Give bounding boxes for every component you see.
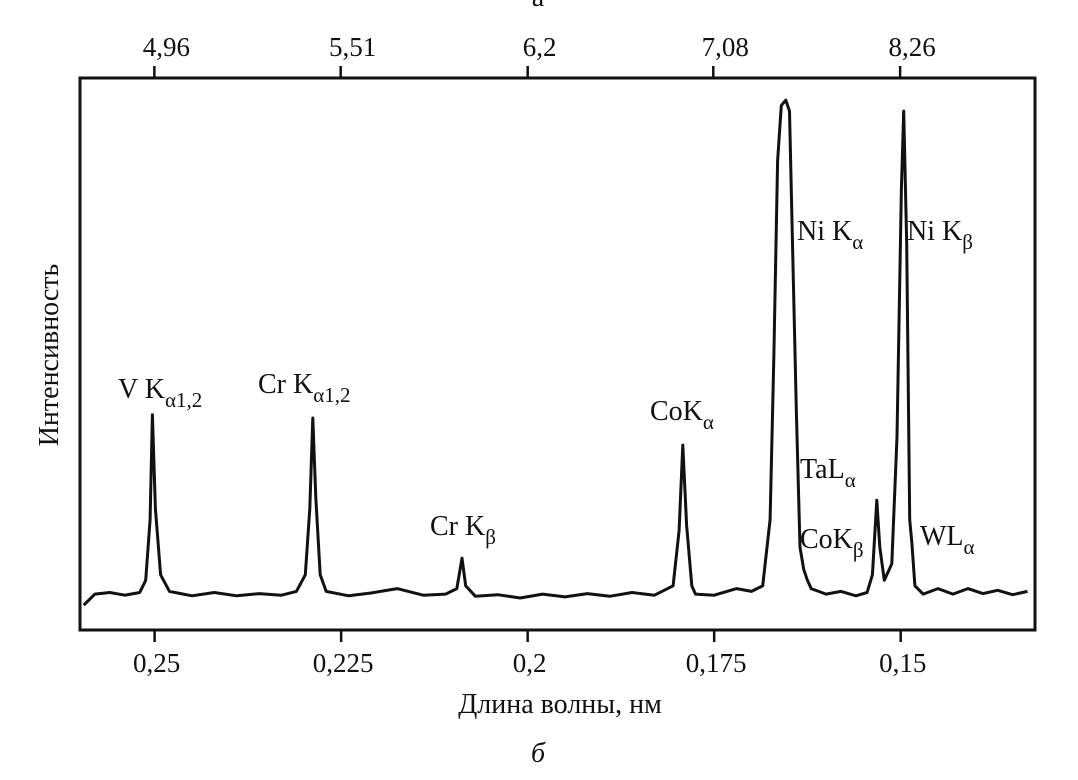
peak-label: CoKβ xyxy=(800,524,864,562)
peak-label-sub: α1,2 xyxy=(165,388,202,412)
peak-label-text: V K xyxy=(118,374,165,405)
peak-label-text: Cr K xyxy=(258,369,313,400)
caption: б xyxy=(531,738,546,769)
peak-label-sub: β xyxy=(853,538,864,562)
peak-label: Cr Kβ xyxy=(430,511,496,549)
peak-label-text: TaL xyxy=(800,454,845,485)
peak-label-sub: β xyxy=(485,525,496,549)
x2-tick-label: 4,96 xyxy=(143,32,190,62)
peak-label: TaLα xyxy=(800,454,856,492)
x2-tick-label: 5,51 xyxy=(329,32,376,62)
y-axis-label: Интенсивность xyxy=(34,264,65,447)
peak-label: WLα xyxy=(920,521,975,559)
peak-label-text: WL xyxy=(920,521,964,552)
x-tick-label: 0,225 xyxy=(313,648,374,678)
x-axis-label: Длина волны, нм xyxy=(458,689,662,720)
x2-tick-label: 7,08 xyxy=(702,32,749,62)
x-tick-label: 0,2 xyxy=(513,648,547,678)
plot-frame xyxy=(78,76,1037,632)
x-tick-label: 0,15 xyxy=(879,648,926,678)
peak-label: V Kα1,2 xyxy=(118,374,202,412)
spectrum-line xyxy=(82,98,1028,607)
peak-label-text: Ni K xyxy=(797,216,852,247)
x-tick-label: 0,25 xyxy=(133,648,180,678)
top-label: а xyxy=(532,0,545,13)
x-tick-label: 0,175 xyxy=(686,648,747,678)
peak-label-sub: β xyxy=(962,230,973,254)
peak-label: Ni Kα xyxy=(797,216,863,254)
x2-tick-label: 6,2 xyxy=(523,32,557,62)
peak-label: CoKα xyxy=(650,396,714,434)
peak-label-text: CoK xyxy=(650,396,703,427)
peak-label-text: CoK xyxy=(800,524,853,555)
peak-label: Ni Kβ xyxy=(907,216,973,254)
peak-label-sub: α xyxy=(852,230,863,254)
x2-tick-label: 8,26 xyxy=(888,32,935,62)
peak-label-text: Cr K xyxy=(430,511,485,542)
peak-label: Cr Kα1,2 xyxy=(258,369,351,407)
peak-label-sub: α xyxy=(964,535,975,559)
peak-label-sub: α1,2 xyxy=(313,383,350,407)
peak-label-sub: α xyxy=(703,410,714,434)
peak-label-sub: α xyxy=(845,468,856,492)
peak-label-text: Ni K xyxy=(907,216,962,247)
